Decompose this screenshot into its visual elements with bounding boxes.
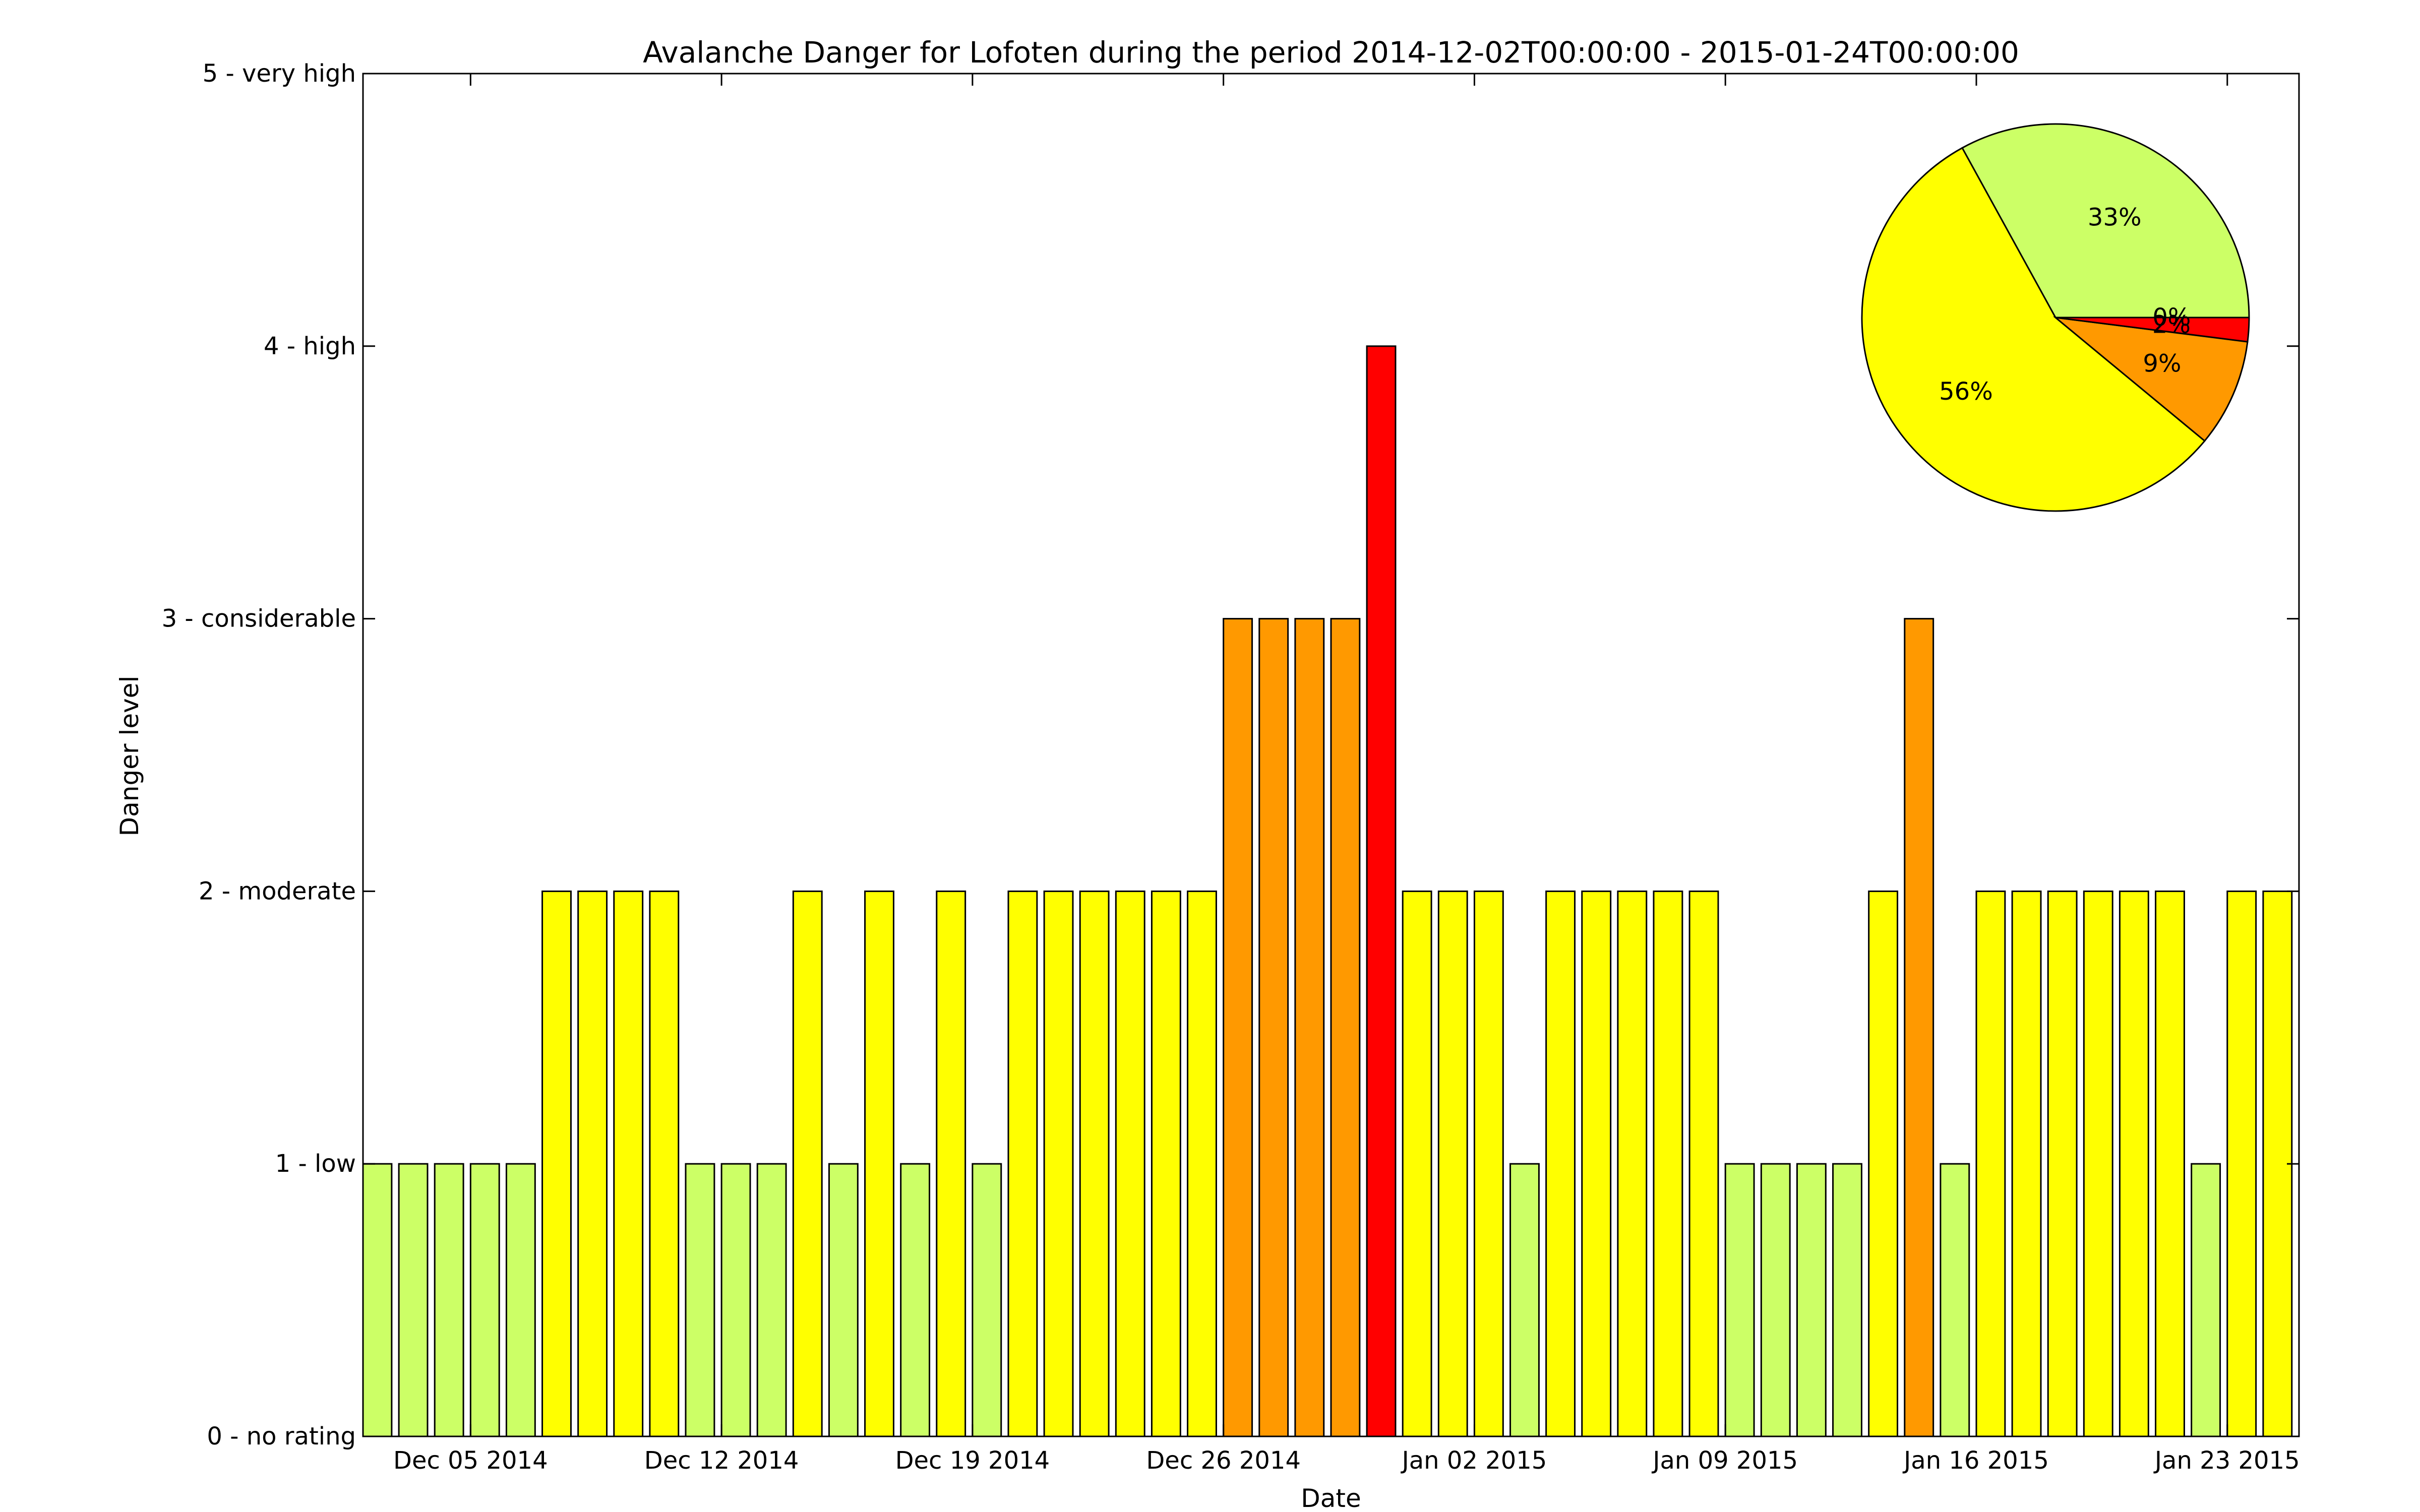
bars-layer xyxy=(362,345,2293,1437)
bar-2015-01-09 xyxy=(1724,1163,1755,1437)
bar-2015-01-18 xyxy=(2047,890,2078,1437)
x-tick-label: Jan 16 2015 xyxy=(1902,1446,2049,1475)
bar-2015-01-20 xyxy=(2119,890,2149,1437)
chart-title: Avalanche Danger for Lofoten during the … xyxy=(643,35,2019,70)
pie-slice xyxy=(1861,147,2206,512)
bar-2014-12-08 xyxy=(577,890,608,1437)
bar-2014-12-07 xyxy=(541,890,572,1437)
pie-slice xyxy=(1961,123,2250,319)
bar-2015-01-04 xyxy=(1545,890,1576,1437)
bar-2014-12-25 xyxy=(1187,890,1217,1437)
pie-slice xyxy=(2055,317,2250,343)
bar-2014-12-17 xyxy=(900,1163,931,1437)
bar-2014-12-09 xyxy=(613,890,644,1437)
bar-2015-01-15 xyxy=(1940,1163,1970,1437)
bar-2014-12-20 xyxy=(1007,890,1038,1437)
y-tick-label: 0 - no rating xyxy=(207,1422,356,1451)
y-axis-label: Danger level xyxy=(115,676,144,837)
y-tick-label: 3 - considerable xyxy=(162,605,356,633)
x-axis-label: Date xyxy=(1301,1484,1361,1512)
y-tick-label: 1 - low xyxy=(275,1150,356,1178)
bar-2014-12-21 xyxy=(1043,890,1074,1437)
pie-slice-label: 9% xyxy=(2143,350,2181,378)
bar-2015-01-16 xyxy=(1975,890,2006,1437)
bar-2014-12-31 xyxy=(1402,890,1432,1437)
ticks-layer: 0 - no rating 1 - low 2 - moderate 3 - cons… xyxy=(162,59,2300,1475)
bar-2014-12-26 xyxy=(1223,618,1253,1437)
bar-2015-01-22 xyxy=(2191,1163,2221,1437)
y-tick-label: 5 - very high xyxy=(203,59,356,88)
pie-slice-label: 2% xyxy=(2152,310,2191,339)
bar-2015-01-13 xyxy=(1868,890,1899,1437)
x-tick-label: Dec 19 2014 xyxy=(895,1446,1050,1475)
bar-2015-01-11 xyxy=(1796,1163,1827,1437)
x-tick-label: Jan 23 2015 xyxy=(2153,1446,2300,1475)
plot-frame xyxy=(362,73,2300,1437)
bar-2014-12-27 xyxy=(1258,618,1289,1437)
bar-2014-12-10 xyxy=(649,890,680,1437)
bar-2014-12-12 xyxy=(720,1163,751,1437)
bar-2015-01-19 xyxy=(2083,890,2113,1437)
bar-2014-12-05 xyxy=(469,1163,500,1437)
bar-2014-12-30 xyxy=(1366,345,1397,1437)
bar-2015-01-21 xyxy=(2155,890,2185,1437)
x-tick-label: Jan 09 2015 xyxy=(1651,1446,1798,1475)
bar-2014-12-19 xyxy=(972,1163,1002,1437)
pie-slice xyxy=(2053,316,2249,442)
bar-2015-01-12 xyxy=(1832,1163,1862,1437)
bar-2015-01-01 xyxy=(1437,890,1468,1437)
bar-2014-12-14 xyxy=(792,890,823,1437)
pie-slice-label: 0% xyxy=(2152,303,2191,332)
bar-2014-12-22 xyxy=(1079,890,1110,1437)
bar-2014-12-29 xyxy=(1330,618,1361,1437)
bar-2015-01-07 xyxy=(1653,890,1683,1437)
bar-2015-01-17 xyxy=(2011,890,2042,1437)
bar-2014-12-02 xyxy=(362,1163,393,1437)
y-tick-label: 2 - moderate xyxy=(199,877,356,905)
bar-2014-12-11 xyxy=(685,1163,715,1437)
bar-2014-12-04 xyxy=(434,1163,464,1437)
pie-slice-label: 33% xyxy=(2088,204,2142,232)
bar-2014-12-13 xyxy=(756,1163,787,1437)
bar-2014-12-23 xyxy=(1115,890,1145,1437)
bar-2014-12-16 xyxy=(864,890,894,1437)
bar-2014-12-28 xyxy=(1294,618,1325,1437)
bar-2014-12-24 xyxy=(1151,890,1181,1437)
bar-2015-01-06 xyxy=(1617,890,1648,1437)
bar-2015-01-02 xyxy=(1473,890,1504,1437)
bar-2014-12-18 xyxy=(936,890,966,1437)
pie-inset: 33% 56% 9% 2%0% xyxy=(1861,123,2250,512)
x-tick-label: Jan 02 2015 xyxy=(1401,1446,1547,1475)
x-tick-label: Dec 12 2014 xyxy=(644,1446,799,1475)
bar-2014-12-03 xyxy=(398,1163,429,1437)
bar-2015-01-10 xyxy=(1760,1163,1791,1437)
bar-2015-01-14 xyxy=(1904,618,1934,1437)
bar-2015-01-08 xyxy=(1688,890,1719,1437)
x-tick-label: Dec 26 2014 xyxy=(1146,1446,1301,1475)
bar-2015-01-03 xyxy=(1509,1163,1540,1437)
x-tick-label: Dec 05 2014 xyxy=(393,1446,548,1475)
pie-slice-label: 56% xyxy=(1939,377,1993,406)
y-tick-label: 4 - high xyxy=(264,332,356,360)
bar-2015-01-05 xyxy=(1581,890,1612,1437)
bar-2014-12-06 xyxy=(505,1163,536,1437)
bar-2014-12-15 xyxy=(828,1163,859,1437)
bar-2015-01-23 xyxy=(2226,890,2257,1437)
